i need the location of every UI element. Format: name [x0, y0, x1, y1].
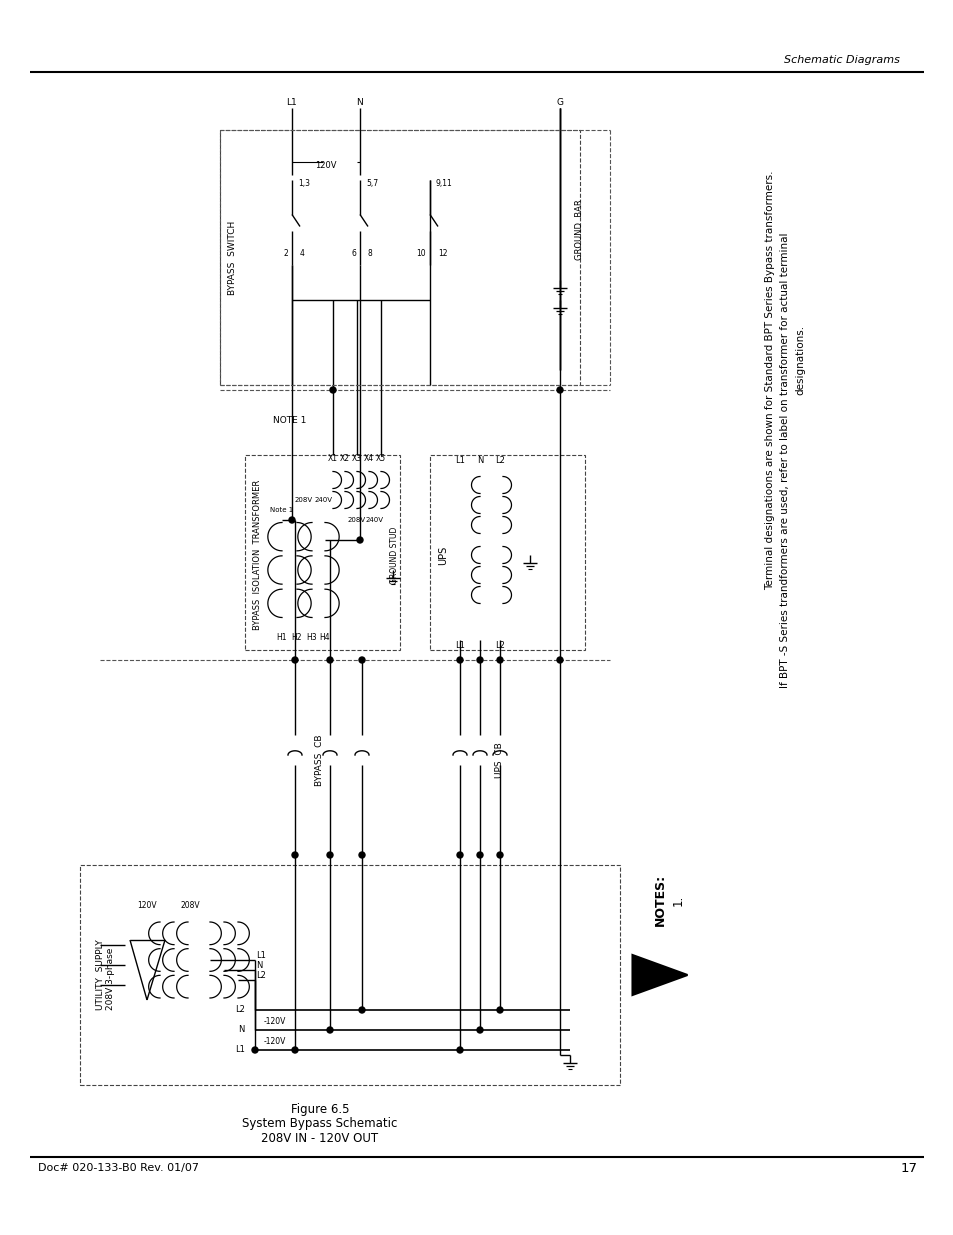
Text: L2: L2 [234, 1005, 245, 1014]
Text: N: N [238, 1025, 245, 1035]
Text: X1: X1 [328, 453, 337, 462]
Circle shape [292, 1047, 297, 1053]
Text: L1: L1 [286, 98, 297, 106]
Circle shape [476, 1028, 482, 1032]
Text: Figure 6.5: Figure 6.5 [291, 1104, 349, 1116]
Text: N: N [476, 456, 482, 464]
Text: 9,11: 9,11 [436, 179, 453, 188]
Text: UPS: UPS [437, 546, 448, 564]
Text: -120V: -120V [264, 1018, 286, 1026]
Text: 1.: 1. [671, 894, 684, 905]
Text: System Bypass Schematic: System Bypass Schematic [242, 1118, 397, 1130]
Bar [80, 864, 619, 1086]
Text: UPS  CB: UPS CB [495, 742, 504, 778]
Text: 10: 10 [416, 248, 426, 258]
Text: H2: H2 [292, 632, 302, 641]
Circle shape [358, 852, 365, 858]
Text: 120V: 120V [137, 900, 156, 909]
Circle shape [330, 387, 335, 393]
Text: NOTE 1: NOTE 1 [273, 415, 306, 425]
Text: 4: 4 [299, 248, 305, 258]
Text: 8: 8 [368, 248, 373, 258]
Text: X4: X4 [363, 453, 374, 462]
Text: BYPASS  ISOLATION  TRANSFORMER: BYPASS ISOLATION TRANSFORMER [253, 480, 262, 630]
Text: X3: X3 [352, 453, 362, 462]
Text: GROUND  BAR: GROUND BAR [575, 200, 584, 261]
Text: L1: L1 [255, 951, 266, 960]
Bar [245, 454, 399, 650]
Circle shape [289, 517, 294, 522]
Circle shape [476, 657, 482, 663]
Bar [430, 454, 584, 650]
Circle shape [292, 657, 297, 663]
Text: N: N [255, 961, 262, 969]
Text: GROUND STUD: GROUND STUD [390, 526, 399, 584]
Circle shape [327, 1028, 333, 1032]
Circle shape [456, 1047, 462, 1053]
Text: 2: 2 [283, 248, 288, 258]
Text: H1: H1 [276, 632, 287, 641]
Text: 208V: 208V [348, 517, 366, 522]
Text: L2: L2 [495, 641, 504, 650]
Text: 240V: 240V [366, 517, 384, 522]
Circle shape [476, 852, 482, 858]
Text: L2: L2 [255, 971, 266, 979]
Text: L1: L1 [455, 456, 464, 464]
Text: 120V: 120V [314, 161, 336, 169]
Text: 240V: 240V [314, 496, 333, 503]
Text: NOTES:: NOTES: [653, 874, 666, 926]
Text: 5,7: 5,7 [366, 179, 377, 188]
Text: X5: X5 [375, 453, 386, 462]
Text: BYPASS  CB: BYPASS CB [315, 735, 324, 785]
Text: G: G [556, 98, 563, 106]
Circle shape [327, 657, 333, 663]
Text: Terminal designatioons are shown for Standard BPT Series Bypass transformers.: Terminal designatioons are shown for Sta… [764, 170, 774, 590]
Polygon shape [632, 955, 687, 995]
Circle shape [358, 657, 365, 663]
Text: 208V: 208V [294, 496, 313, 503]
Circle shape [358, 1007, 365, 1013]
Text: 6: 6 [351, 248, 355, 258]
Circle shape [327, 852, 333, 858]
Bar [220, 130, 579, 385]
Text: 17: 17 [900, 1161, 917, 1174]
Text: -120V: -120V [264, 1037, 286, 1046]
Text: X2: X2 [339, 453, 350, 462]
Text: 208V: 208V [180, 900, 199, 909]
Text: designations.: designations. [794, 325, 804, 395]
Circle shape [456, 657, 462, 663]
Circle shape [292, 852, 297, 858]
Text: Schematic Diagrams: Schematic Diagrams [783, 56, 899, 65]
Text: Doc# 020-133-B0 Rev. 01/07: Doc# 020-133-B0 Rev. 01/07 [38, 1163, 199, 1173]
Text: If BPT -S Series trandformers are used, refer to label on transformer for actual: If BPT -S Series trandformers are used, … [780, 232, 789, 688]
Text: L2: L2 [495, 456, 504, 464]
Text: 12: 12 [437, 248, 447, 258]
Circle shape [356, 537, 363, 543]
Circle shape [497, 657, 502, 663]
Text: 208V IN - 120V OUT: 208V IN - 120V OUT [261, 1131, 378, 1145]
Text: L1: L1 [234, 1046, 245, 1055]
Text: !: ! [641, 966, 650, 984]
Text: 1,3: 1,3 [297, 179, 310, 188]
Circle shape [497, 1007, 502, 1013]
Circle shape [497, 852, 502, 858]
Circle shape [557, 387, 562, 393]
Text: H3: H3 [306, 632, 317, 641]
Text: N: N [356, 98, 363, 106]
Text: UTILITY  SUPPLY
208V 3-phase: UTILITY SUPPLY 208V 3-phase [96, 940, 115, 1010]
Circle shape [252, 1047, 257, 1053]
Text: Note 1: Note 1 [270, 508, 294, 513]
Text: H4: H4 [319, 632, 330, 641]
Text: L1: L1 [455, 641, 464, 650]
Circle shape [456, 852, 462, 858]
Circle shape [557, 657, 562, 663]
Text: BYPASS  SWITCH: BYPASS SWITCH [229, 220, 237, 295]
